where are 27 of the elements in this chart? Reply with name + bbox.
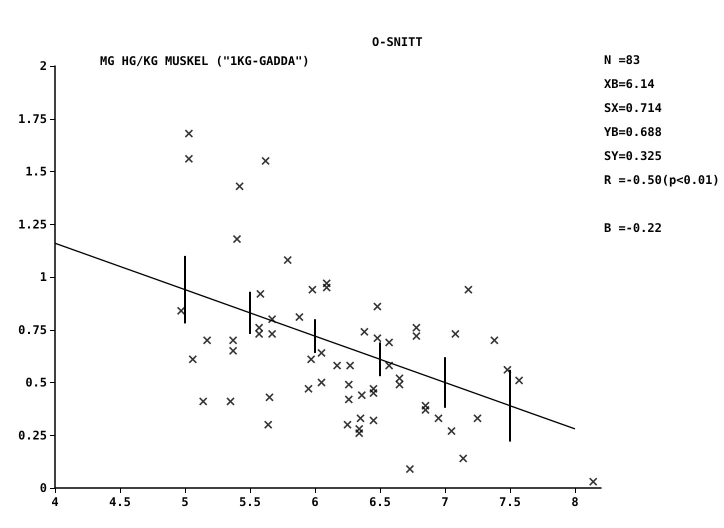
y-tick-label: 1.75 bbox=[18, 112, 47, 126]
text: R =-0.50(p<0.01) bbox=[604, 173, 720, 187]
text: SX=0.714 bbox=[604, 101, 662, 115]
y-tick-label: 0.5 bbox=[25, 376, 47, 390]
text: XB=6.14 bbox=[604, 77, 655, 91]
text: SY=0.325 bbox=[604, 149, 662, 163]
y-tick-label: 0 bbox=[40, 481, 47, 495]
x-tick-label: 8 bbox=[571, 495, 579, 509]
text: N =83 bbox=[604, 53, 640, 67]
x-tick-label: 5.5 bbox=[239, 495, 261, 509]
y-tick-label: 1.5 bbox=[25, 164, 47, 178]
chart-title: MG HG/KG MUSKEL ("1KG-GADDA") bbox=[100, 54, 310, 68]
chart-subtitle: O-SNITT bbox=[372, 35, 423, 49]
y-tick-label: 2 bbox=[40, 59, 47, 73]
x-tick-label: 4.5 bbox=[109, 495, 131, 509]
x-tick-label: 6.5 bbox=[369, 495, 391, 509]
text: YB=0.688 bbox=[604, 125, 662, 139]
x-tick-label: 4 bbox=[51, 495, 59, 509]
x-tick-label: 7.5 bbox=[499, 495, 521, 509]
text: B =-0.22 bbox=[604, 221, 662, 235]
y-tick-label: 0.75 bbox=[18, 322, 47, 337]
x-tick-label: 7 bbox=[441, 495, 449, 509]
y-tick-label: 1.25 bbox=[18, 217, 47, 232]
x-tick-label: 6 bbox=[311, 495, 319, 509]
y-tick-label: 1 bbox=[40, 270, 47, 284]
y-tick-label: 0.25 bbox=[18, 428, 47, 442]
x-tick-label: 5 bbox=[181, 495, 189, 509]
